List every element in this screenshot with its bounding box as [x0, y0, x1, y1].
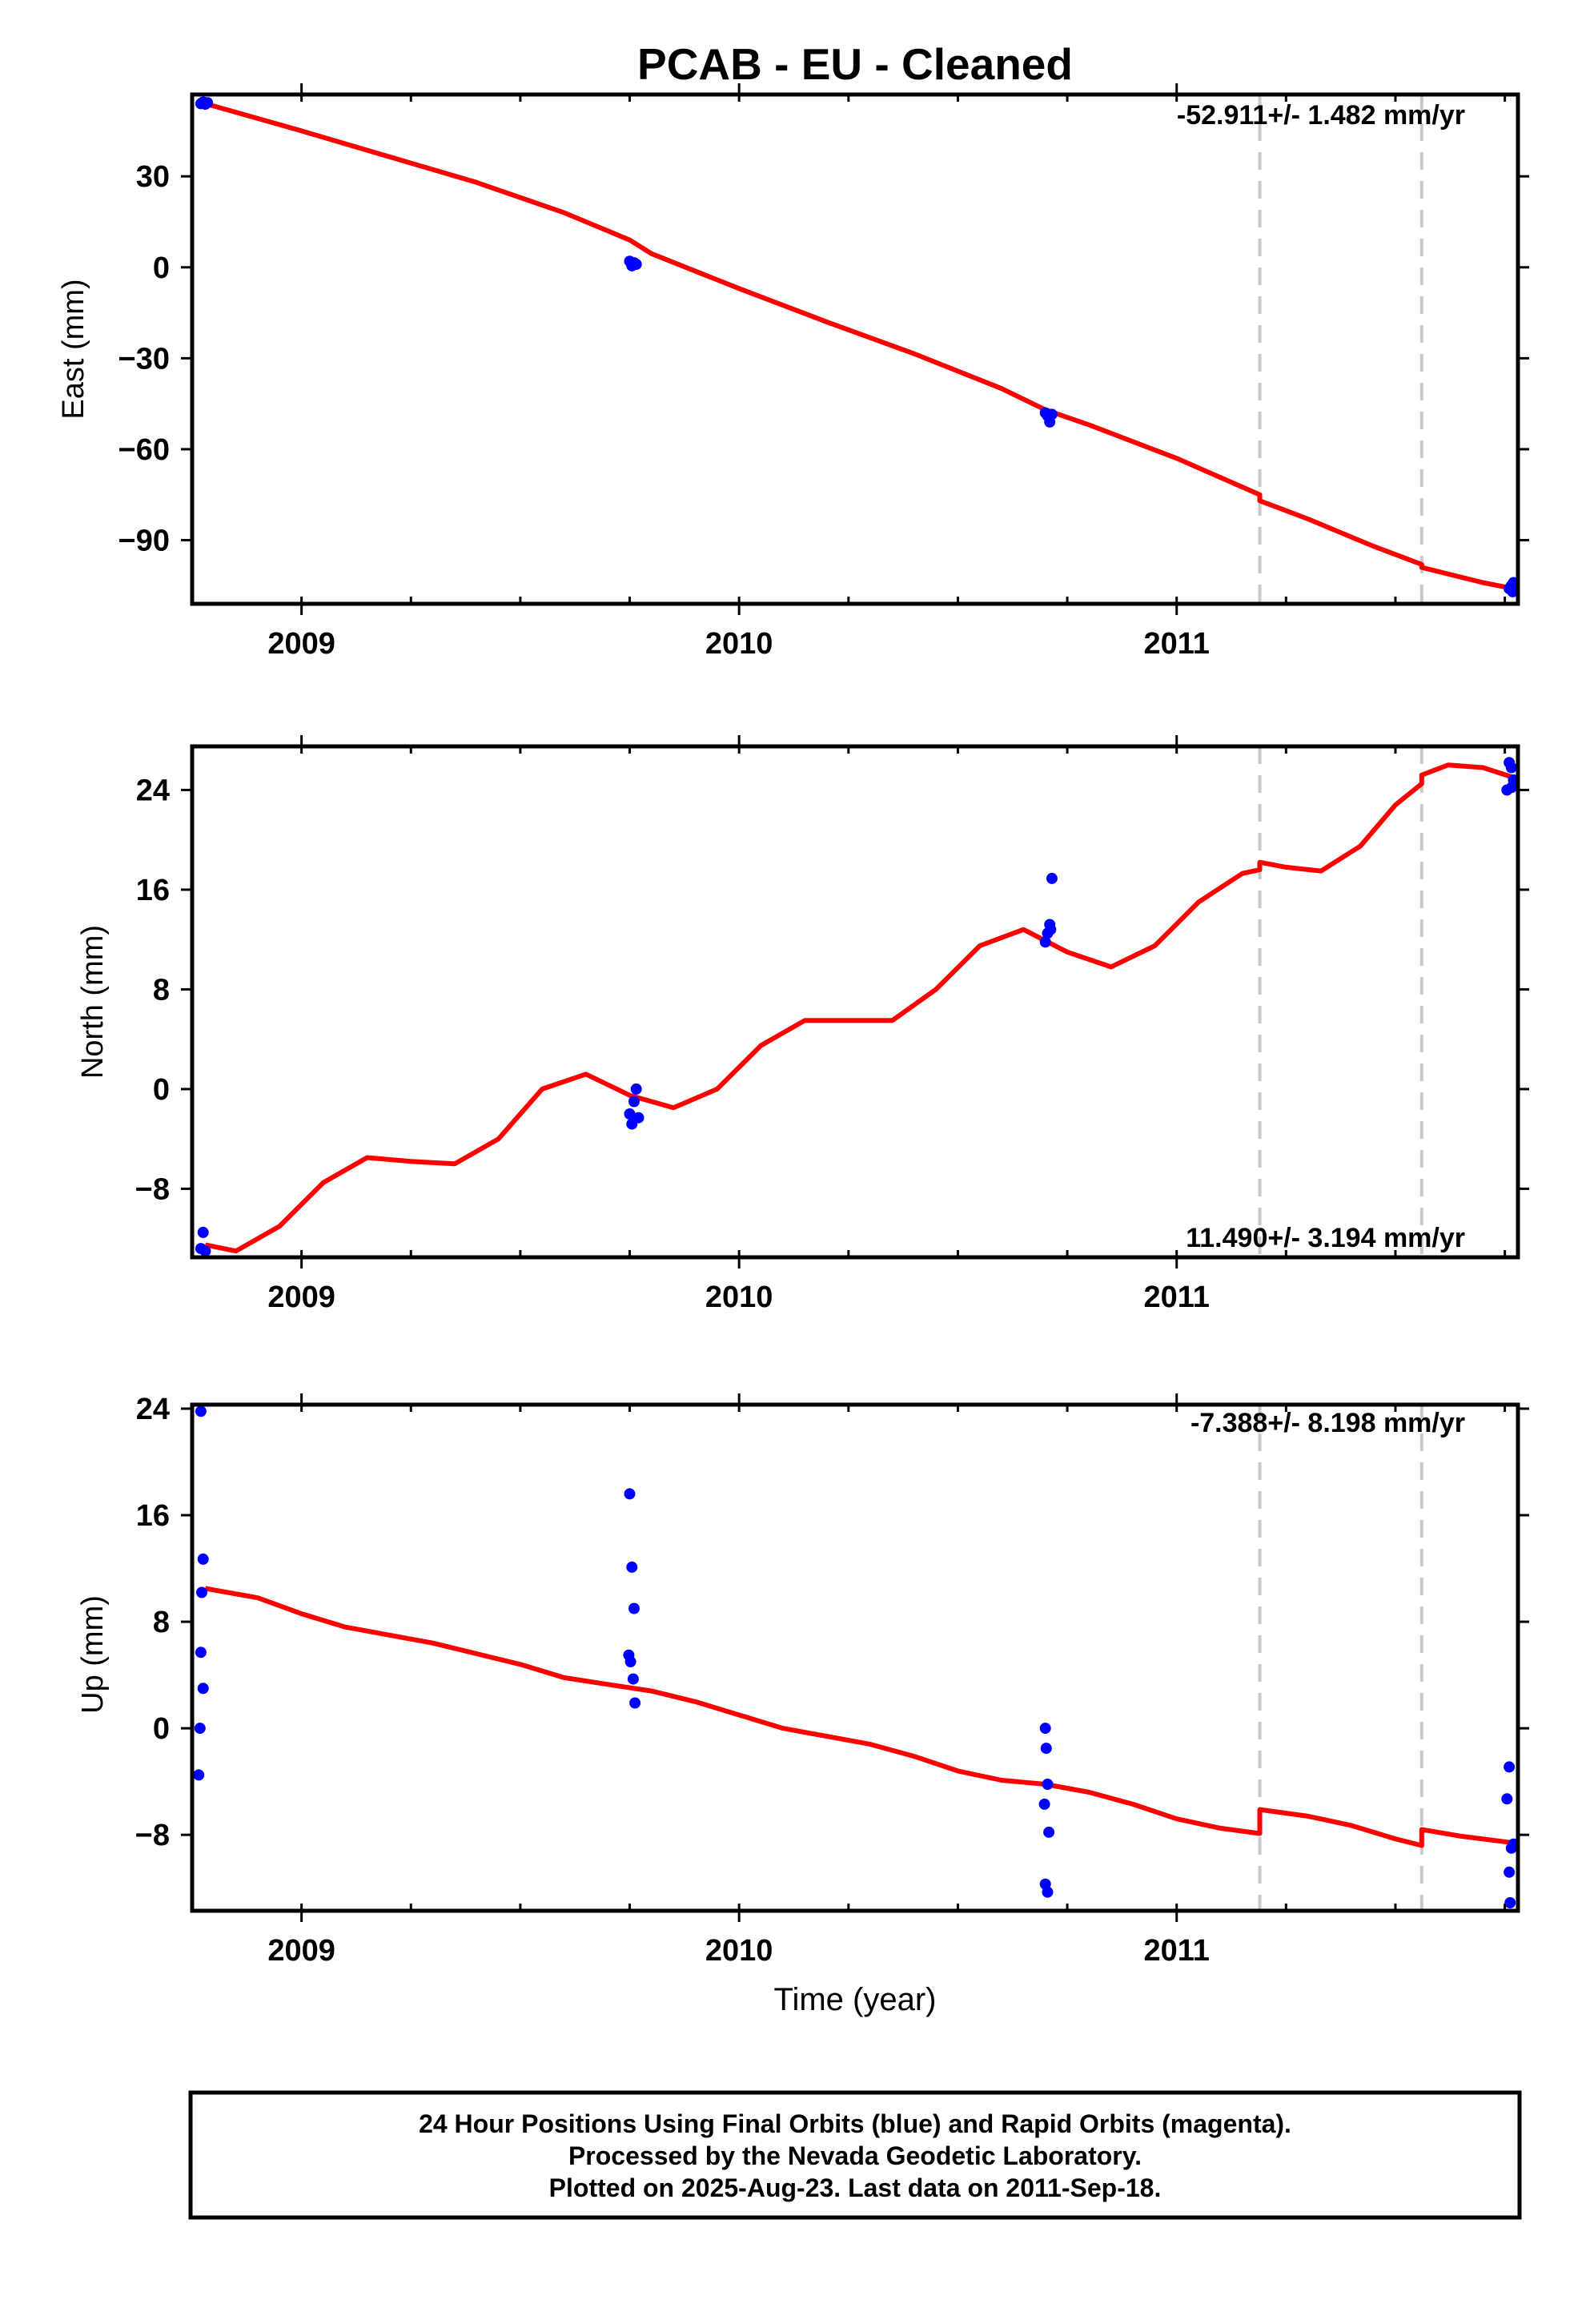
east-rate-label: -52.911+/- 1.482 mm/yr: [1177, 100, 1465, 131]
data-point: [197, 1226, 209, 1238]
data-point: [630, 259, 642, 270]
x-tick-label: 2011: [1143, 1281, 1209, 1314]
data-point: [196, 1586, 207, 1598]
footer-line-3: Plotted on 2025-Aug-23. Last data on 201…: [549, 2173, 1162, 2202]
y-tick-label: 30: [136, 160, 170, 194]
data-point: [624, 1108, 636, 1120]
data-point: [1504, 1897, 1516, 1908]
y-tick-label: −60: [118, 433, 170, 467]
data-point: [1504, 1761, 1516, 1773]
data-point: [197, 1683, 209, 1695]
x-tick-label: 2011: [1143, 1934, 1209, 1968]
data-point: [627, 1673, 639, 1685]
x-tick-label: 2009: [267, 627, 335, 661]
model-line: [204, 1586, 1514, 1848]
x-tick-label: 2010: [705, 627, 773, 661]
up-rate-label: -7.388+/- 8.198 mm/yr: [1191, 1408, 1465, 1438]
data-point: [629, 1697, 641, 1709]
data-point: [1501, 784, 1513, 796]
y-tick-label: 8: [153, 1606, 170, 1639]
data-point: [1046, 408, 1058, 420]
east-axis-label: East (mm): [57, 279, 90, 419]
x-tick-label: 2009: [267, 1934, 335, 1968]
data-point: [1505, 1842, 1517, 1854]
panel-up: 2009 2010 2011 24 16 8 0 −8 Up (mm) -7.388+/- 8…: [76, 1393, 1529, 1968]
data-point: [1501, 1793, 1513, 1805]
y-tick-label: 16: [136, 1499, 170, 1533]
plot-frame: [190, 744, 1520, 1260]
footer-box: 24 Hour Positions Using Final Orbits (bl…: [188, 2090, 1522, 2220]
plot-frame: [190, 1402, 1520, 1913]
data-point: [199, 1245, 211, 1257]
data-point: [1046, 872, 1058, 884]
data-point: [628, 1602, 640, 1614]
footer-line-2: Processed by the Nevada Geodetic Laborat…: [568, 2141, 1142, 2170]
data-point: [1038, 1798, 1050, 1810]
chart-title: PCAB - EU - Cleaned: [637, 39, 1073, 89]
y-tick-label: −8: [135, 1172, 170, 1206]
data-point: [624, 1656, 636, 1667]
data-point: [193, 1769, 205, 1781]
footer-frame: [188, 2090, 1522, 2220]
data-point: [632, 1112, 644, 1124]
data-point: [194, 1723, 206, 1735]
data-point: [630, 1083, 642, 1095]
data-point: [626, 1561, 638, 1573]
x-tick-label: 2010: [705, 1934, 773, 1968]
data-point: [195, 1405, 207, 1417]
data-point: [1504, 1866, 1516, 1878]
x-tick-label: 2009: [267, 1281, 335, 1314]
x-axis-label: Time (year): [774, 1982, 937, 2017]
panel-north: 2009 2010 2011 24 16 8 0 −8 North (mm) 11.490+/…: [76, 735, 1529, 1314]
data-point: [1042, 1886, 1054, 1898]
data-point: [1039, 1723, 1051, 1735]
data-point: [1039, 936, 1051, 948]
footer-line-1: 24 Hour Positions Using Final Orbits (bl…: [419, 2109, 1291, 2138]
data-point: [1043, 1826, 1055, 1838]
x-tick-label: 2010: [705, 1281, 773, 1314]
y-tick-label: 24: [136, 774, 170, 807]
x-tick-label: 2011: [1143, 627, 1209, 661]
up-axis-label: Up (mm): [76, 1595, 110, 1714]
y-tick-label: 8: [153, 973, 170, 1007]
data-point: [628, 1096, 640, 1108]
data-point: [1045, 923, 1057, 935]
data-point: [1042, 1779, 1054, 1790]
model-line: [204, 101, 1515, 592]
data-point: [624, 1488, 636, 1500]
y-tick-label: 0: [153, 1712, 170, 1746]
data-point: [1507, 585, 1519, 597]
y-tick-label: −8: [135, 1819, 170, 1852]
plot-frame: [190, 92, 1520, 606]
data-point: [197, 1553, 209, 1565]
data-point: [195, 1647, 207, 1659]
data-point: [202, 97, 214, 109]
panel-east: 2009 2010 2011 30 0 −30 −60 −90 East (mm) -52.9…: [57, 83, 1529, 661]
y-tick-label: 0: [153, 251, 170, 285]
model-line: [204, 762, 1515, 1254]
y-tick-label: −90: [118, 525, 170, 558]
north-axis-label: North (mm): [76, 925, 110, 1079]
y-tick-label: 24: [136, 1393, 170, 1426]
north-rate-label: 11.490+/- 3.194 mm/yr: [1186, 1223, 1465, 1253]
y-tick-label: 16: [136, 874, 170, 907]
y-tick-label: 0: [153, 1073, 170, 1107]
y-tick-label: −30: [118, 342, 170, 376]
data-point: [1505, 762, 1517, 774]
data-point: [1040, 1743, 1052, 1755]
